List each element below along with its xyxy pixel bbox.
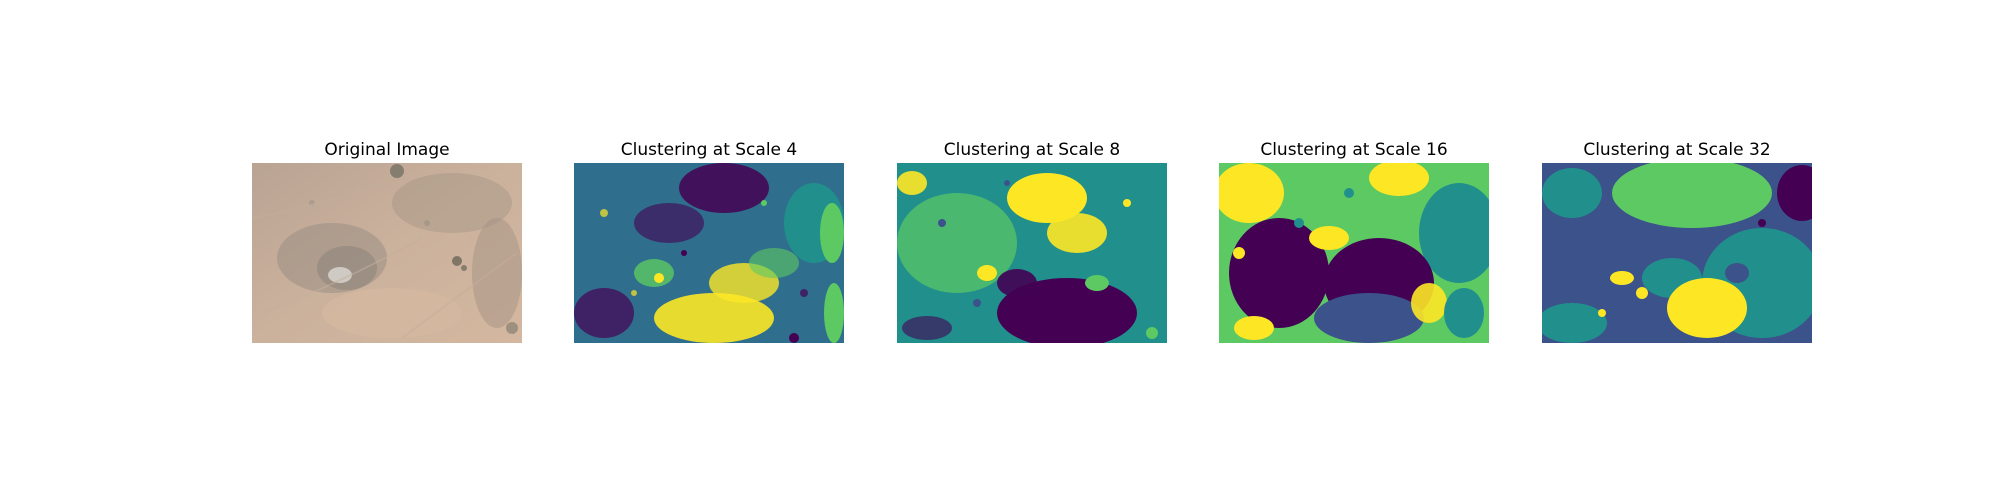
cluster-map-scale-4 — [574, 163, 844, 343]
panel-title: Clustering at Scale 16 — [1260, 140, 1448, 160]
panel-title: Clustering at Scale 32 — [1583, 140, 1771, 160]
panel-title: Clustering at Scale 4 — [620, 140, 798, 160]
cluster-map-scale-32 — [1542, 163, 1812, 343]
panel-title: Original Image — [324, 140, 450, 160]
panel-title: Clustering at Scale 8 — [943, 140, 1121, 160]
cluster-map-scale-8 — [897, 163, 1167, 343]
aerial-terrain-photo — [252, 163, 522, 343]
cluster-map-scale-16 — [1219, 163, 1489, 343]
